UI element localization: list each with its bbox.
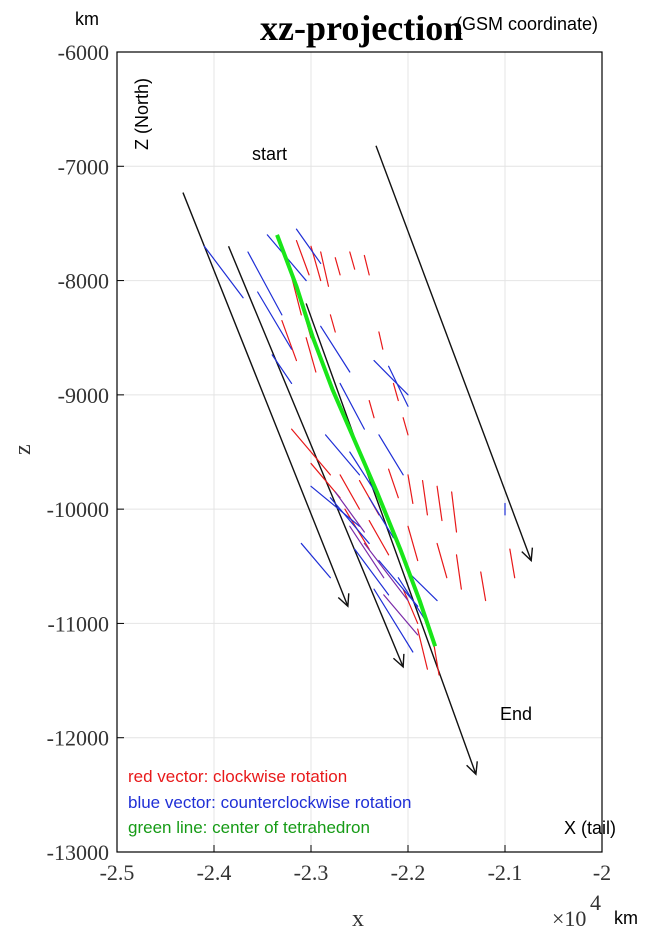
red-vector — [281, 319, 298, 362]
y-tick-label: -12000 — [47, 726, 109, 751]
x-tick-label: -2 — [593, 860, 611, 885]
center-line-path — [275, 234, 438, 647]
blue-vector — [203, 245, 244, 299]
red-vector — [334, 257, 341, 276]
x-multiplier-exponent: 4 — [590, 890, 601, 915]
red-vector — [417, 628, 428, 670]
red-vector — [349, 251, 356, 270]
x-tick-label: -2.5 — [100, 860, 135, 885]
blue-vector — [388, 365, 409, 407]
blue-vector — [257, 291, 293, 350]
blue-vector — [247, 251, 283, 316]
x-tick-label: -2.2 — [391, 860, 426, 885]
trajectory-arrowhead — [392, 653, 405, 669]
blue-vector — [378, 434, 404, 476]
trajectory-arrowhead — [337, 593, 350, 608]
blue-vector — [339, 382, 365, 430]
red-vector — [388, 468, 399, 499]
y-tick-labels: -6000 -7000 -8000 -9000 -10000 -11000 -12000 -1… — [47, 40, 109, 865]
end-annotation: End — [500, 704, 532, 724]
red-vector — [339, 474, 361, 510]
blue-vector — [373, 588, 414, 653]
blue-vector — [295, 228, 322, 265]
trajectory-line — [375, 145, 532, 561]
x-tick-label: -2.4 — [197, 860, 232, 885]
red-vector — [368, 519, 390, 556]
y-tick-label: -6000 — [58, 40, 109, 65]
red-vector — [407, 474, 414, 505]
red-vector — [455, 554, 462, 590]
y-tick-label: -11000 — [47, 611, 109, 636]
blue-vector — [397, 577, 428, 625]
red-vector — [480, 571, 487, 602]
y-tick-label: -7000 — [58, 154, 109, 179]
purple-vector — [349, 525, 385, 579]
blue-vector — [407, 571, 438, 602]
red-vector — [392, 382, 399, 402]
red-vector — [402, 588, 419, 625]
red-vector — [407, 525, 419, 562]
z-north-annotation: Z (North) — [132, 78, 152, 150]
chart-title: xz-projection — [260, 8, 463, 48]
trajectory-lines — [182, 145, 534, 776]
purple-vector — [383, 594, 419, 636]
blue-vector — [368, 497, 395, 539]
x-tail-annotation: X (tail) — [564, 818, 616, 838]
blue-vectors — [203, 228, 506, 653]
red-vector — [320, 251, 330, 287]
y-tick-label: -13000 — [47, 840, 109, 865]
x-tick-label: -2.3 — [294, 860, 329, 885]
plot-frame — [116, 51, 603, 853]
y-unit-label: km — [75, 9, 99, 29]
trajectory-line — [227, 246, 404, 668]
x-axis-label: x — [352, 906, 364, 932]
center-line — [275, 234, 438, 647]
red-vector — [363, 254, 370, 276]
x-tick-labels: -2.5 -2.4 -2.3 -2.2 -2.1 -2 — [100, 860, 612, 885]
trajectory-line — [305, 303, 477, 775]
purple-vectors — [334, 491, 419, 636]
blue-vector — [310, 485, 361, 527]
red-vector — [421, 479, 428, 516]
y-tick-label: -9000 — [58, 383, 109, 408]
blue-vector — [354, 548, 390, 596]
red-vector — [402, 417, 409, 436]
trajectory-arrowhead — [521, 547, 534, 563]
blue-vector — [271, 354, 293, 385]
blue-vector — [324, 434, 361, 476]
start-annotation: start — [252, 144, 287, 164]
red-vector — [436, 485, 443, 522]
red-vector — [451, 491, 458, 533]
legend-red-label: red vector: clockwise rotation — [128, 767, 347, 786]
purple-vector — [363, 542, 409, 602]
red-vector — [329, 314, 336, 333]
red-vector — [378, 331, 384, 350]
chart-title-note: (GSM coordinate) — [456, 14, 598, 34]
red-vector — [295, 239, 310, 276]
red-vector — [305, 337, 317, 373]
purple-vector — [334, 491, 365, 533]
blue-vector — [373, 359, 409, 396]
red-vector — [509, 548, 516, 579]
red-vector — [368, 399, 375, 419]
blue-vector — [320, 325, 351, 373]
tick-marks — [116, 51, 603, 853]
x-unit-label: km — [614, 908, 638, 928]
y-tick-label: -8000 — [58, 269, 109, 294]
blue-vector — [329, 497, 370, 545]
x-tick-label: -2.1 — [488, 860, 523, 885]
trajectory-line — [182, 192, 349, 607]
legend-green-label: green line: center of tetrahedron — [128, 818, 370, 837]
x-multiplier: ×10 — [552, 906, 586, 931]
blue-vector — [300, 542, 331, 579]
red-vector — [291, 428, 331, 476]
red-vector — [436, 542, 448, 579]
legend-blue-label: blue vector: counterclockwise rotation — [128, 793, 411, 812]
y-axis-label: z — [10, 444, 36, 455]
trajectory-arrowhead — [466, 761, 478, 776]
y-tick-label: -10000 — [47, 497, 109, 522]
